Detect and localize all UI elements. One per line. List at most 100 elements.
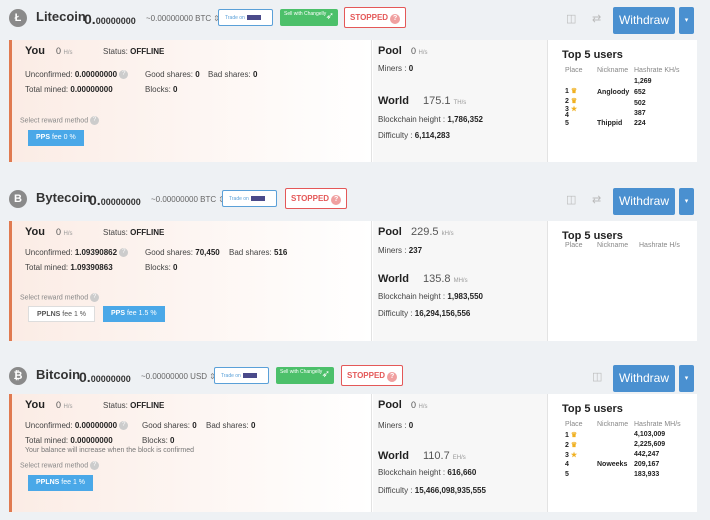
swap-icon[interactable]: ⇕ [218,195,225,204]
bad-shares-label: Bad shares: [208,70,251,79]
reward-method-pps[interactable]: PPS fee 1.5 % [103,306,165,322]
help-icon[interactable]: ? [119,248,129,258]
withdraw-button[interactable]: Withdraw [613,188,675,215]
method-fee: fee 1.5 % [126,310,157,317]
fiat-amount: ~0.00000000 [146,14,193,23]
method-fee: fee 1 % [61,479,86,486]
withdraw-button[interactable]: Withdraw [613,7,675,34]
fiat-value: ~0.00000000 USD ⇕ [141,372,216,381]
good-shares-value: 0 [195,70,200,79]
reward-label-text: Select reward method [20,462,89,470]
blocks-label: Blocks: [145,85,171,94]
chart-icon[interactable]: ◫ [566,194,577,206]
table-row: 1 ♛ [565,431,577,439]
miners-label: Miners : [378,246,407,255]
help-icon[interactable]: ? [119,70,129,80]
nick-value: Angloody [597,89,630,96]
help-icon[interactable]: ? [119,421,129,431]
status-value: OFFLINE [130,228,165,237]
you-hashrate: 0 H/s [56,46,73,56]
blocks-value: 0 [173,85,178,94]
help-icon[interactable]: ? [90,116,100,125]
swap-icon[interactable]: ⇕ [209,372,216,381]
chevron-down-icon[interactable]: ▾ [679,7,694,34]
bad-shares-label: Bad shares: [206,421,249,430]
coin-name: Litecoin [36,9,86,24]
pool-hashrate: 0 H/s [411,400,428,410]
nick-value: Noweeks [597,461,628,468]
crown-icon: ♛ [570,432,578,439]
you-title: You [25,45,45,57]
world-title: World [378,450,409,462]
method-fee: fee 1 % [62,311,87,318]
balance-dec: 00000000 [95,16,136,26]
nick-value: Thippid [597,120,623,127]
reward-method-pplns[interactable]: PPLNS fee 1 % [28,306,96,322]
balance: 0.00000000 [89,192,141,208]
blockchain-height: Blockchain height : 1,786,352 [378,115,483,124]
top5-title: Top 5 users [562,230,623,242]
help-icon[interactable]: ? [90,461,100,470]
help-icon[interactable]: ? [90,293,100,302]
difficulty-label: Difficulty : [378,486,413,495]
changelly-button[interactable]: Sell with Changelly ➶ [280,9,338,26]
status-stopped-badge[interactable]: STOPPED? [344,7,407,28]
rate-value: 183,933 [634,471,660,478]
withdraw-button[interactable]: Withdraw [613,365,675,392]
currency-select[interactable]: BTC [195,14,212,23]
pool-hashrate-value: 229.5 [411,226,439,238]
chevron-down-icon[interactable]: ▾ [679,188,694,215]
height-value: 616,660 [447,468,477,477]
chevron-down-icon[interactable]: ▾ [679,365,694,392]
reward-method-pps[interactable]: PPS fee 0 % [28,130,84,146]
unconfirmed-value: 1.09390862 [74,248,118,257]
unconfirmed-label: Unconfirmed: [25,421,73,430]
trade-on-button[interactable]: Trade on [222,190,277,207]
table-row: 2 ♛ [565,441,577,449]
fiat-value: ~0.00000000 BTC⇕ [146,14,220,23]
you-hashrate-unit: H/s [63,404,73,410]
pool-section: Pool 229.5 kH/s Miners : 237 World 135.8… [373,221,548,341]
rate-value: 4,103,009 [634,431,666,438]
bad-shares: Bad shares: 0 [208,70,257,79]
pool-hashrate: 0 H/s [411,46,428,56]
swap-icon[interactable]: ⇕ [213,14,220,23]
you-title: You [25,226,45,238]
rocket-icon: ➶ [325,11,334,22]
reward-method-label: Select reward method ? [20,293,100,302]
place-value: 3 [565,106,569,113]
status-stopped-badge[interactable]: STOPPED? [285,188,348,209]
currency-select[interactable]: USD [190,372,208,381]
height-value: 1,983,550 [447,292,483,301]
help-icon[interactable]: ? [331,195,342,205]
coin-name: Bytecoin [36,190,91,205]
chart-icon[interactable]: ◫ [566,13,577,25]
difficulty-value: 6,114,283 [414,131,450,140]
world-hashrate-unit: MH/s [453,278,468,284]
share-icon[interactable]: ⇄ [592,194,602,206]
world-hashrate-value: 175.1 [423,95,451,107]
status-value: OFFLINE [130,401,165,410]
you-hashrate-value: 0 [56,227,62,237]
exchange-logo [250,196,265,202]
trade-label: Trade on [229,196,249,202]
col-hashrate: Hashrate KH/s [634,67,680,74]
good-shares-value: 0 [192,421,197,430]
method-name: PPS [111,310,126,317]
trade-on-button[interactable]: Trade on [214,367,269,384]
help-icon[interactable]: ? [387,372,398,382]
stopped-label: STOPPED [350,13,389,22]
share-icon[interactable]: ⇄ [592,13,602,25]
coin-body: You 0 H/s Status: OFFLINE Unconfirmed: 0… [9,394,697,512]
coin-header: B Bytecoin 0.00000000 ~0.00000000 BTC⇕ T… [0,181,710,217]
help-icon[interactable]: ? [390,14,401,24]
unconfirmed: Unconfirmed: 1.09390862 ? [25,248,129,258]
reward-method-label: Select reward method ? [20,116,100,125]
you-hashrate-unit: H/s [63,50,73,56]
status-stopped-badge[interactable]: STOPPED? [341,365,404,386]
reward-method-pplns[interactable]: PPLNS fee 1 % [28,475,94,491]
trade-on-button[interactable]: Trade on [218,9,273,26]
chart-icon[interactable]: ◫ [592,371,603,383]
changelly-button[interactable]: Sell with Changelly ➶ [276,367,334,384]
currency-select[interactable]: BTC [200,195,217,204]
